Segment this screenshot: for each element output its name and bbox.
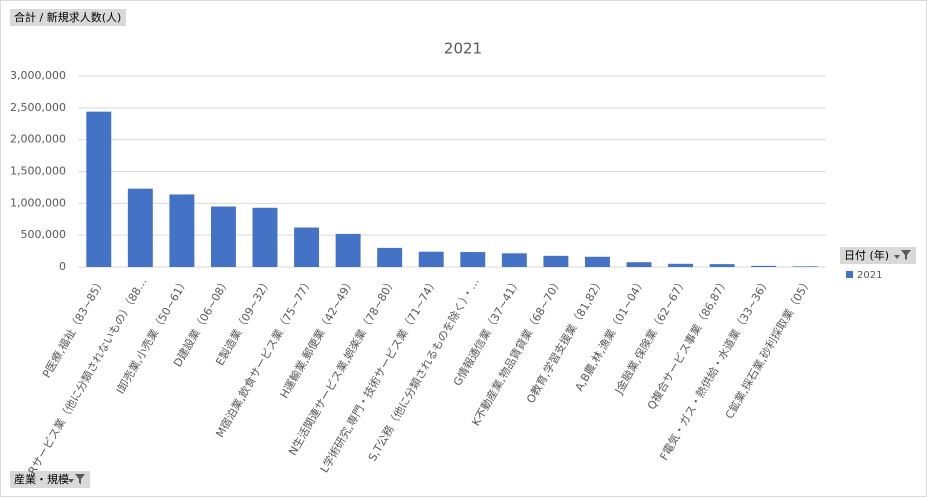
y-tick-label: 3,000,000 xyxy=(10,69,66,82)
bar xyxy=(169,194,195,267)
y-tick-label: 2,500,000 xyxy=(10,101,66,114)
bar xyxy=(709,264,735,267)
y-tick-label: 1,000,000 xyxy=(10,196,66,209)
bar xyxy=(626,262,652,267)
bar xyxy=(460,252,486,267)
bar xyxy=(668,263,694,267)
bar xyxy=(377,247,403,267)
bar xyxy=(751,265,777,267)
bar xyxy=(584,256,610,267)
y-tick-label: 500,000 xyxy=(21,228,67,241)
filter-icon[interactable] xyxy=(894,250,911,260)
bar xyxy=(127,188,153,267)
axis-field-button[interactable] xyxy=(10,471,90,488)
bar xyxy=(792,266,818,267)
y-tick-label: 2,000,000 xyxy=(10,133,66,146)
y-tick-label: 0 xyxy=(59,260,66,273)
bar xyxy=(418,251,444,267)
bar xyxy=(335,233,361,267)
legend-title: 日付 (年) xyxy=(844,248,889,262)
bar xyxy=(86,111,112,267)
y-tick-label: 1,500,000 xyxy=(10,165,66,178)
value-field-label: 合計 / 新規求人数(人) xyxy=(14,10,121,24)
legend-field-button[interactable] xyxy=(840,247,916,264)
legend-swatch xyxy=(846,271,853,278)
chart-title: 2021 xyxy=(444,40,482,58)
filter-icon[interactable] xyxy=(68,474,85,484)
bar xyxy=(210,206,236,267)
legend-label: 2021 xyxy=(857,270,882,281)
value-field-button[interactable] xyxy=(10,9,126,26)
bar xyxy=(252,207,278,267)
bar xyxy=(501,253,527,267)
axis-field-label: 産業・規模 xyxy=(14,472,69,486)
bar xyxy=(543,255,569,267)
bar xyxy=(294,227,320,267)
